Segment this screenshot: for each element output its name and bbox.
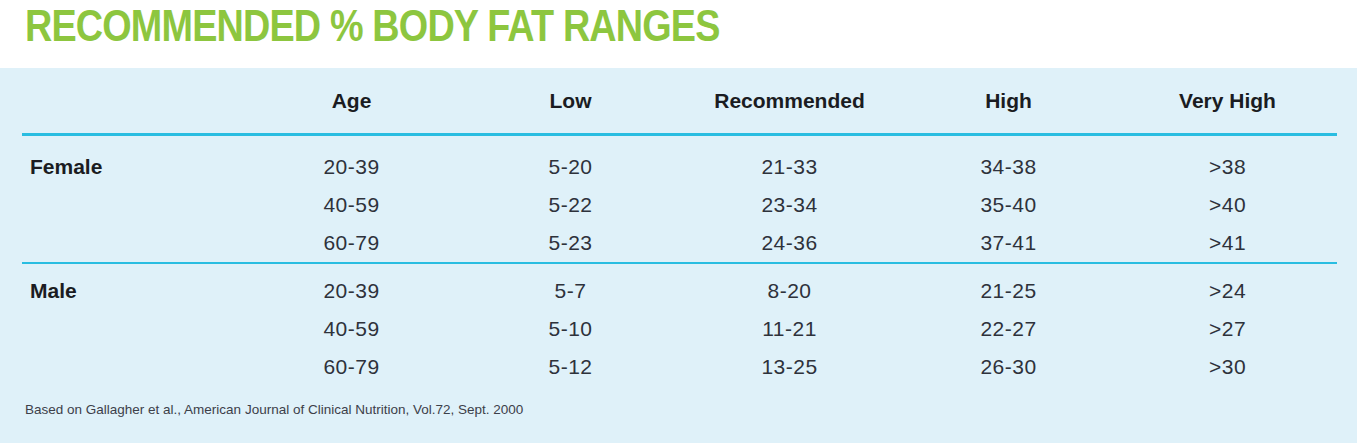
cell-recommended: 13-25	[680, 355, 899, 379]
cell-recommended: 11-21	[680, 317, 899, 341]
cell-low: 5-20	[461, 155, 680, 179]
page: RECOMMENDED % BODY FAT RANGES Age Low Re…	[0, 0, 1357, 443]
table-row: Male 20-39 5-7 8-20 21-25 >24	[22, 272, 1337, 310]
cell-low: 5-10	[461, 317, 680, 341]
table-row: 40-59 5-10 11-21 22-27 >27	[22, 310, 1337, 348]
table-row: 60-79 5-23 24-36 37-41 >41	[22, 224, 1337, 262]
cell-low: 5-12	[461, 355, 680, 379]
cell-very-high: >30	[1118, 355, 1337, 379]
source-note: Based on Gallagher et al., American Jour…	[25, 402, 1357, 417]
cell-high: 35-40	[899, 193, 1118, 217]
group-label-male: Male	[22, 279, 242, 303]
cell-high: 34-38	[899, 155, 1118, 179]
cell-high: 22-27	[899, 317, 1118, 341]
cell-age: 60-79	[242, 231, 461, 255]
table-row: 60-79 5-12 13-25 26-30 >30	[22, 348, 1337, 386]
cell-very-high: >41	[1118, 231, 1337, 255]
column-header-recommended: Recommended	[680, 89, 899, 113]
cell-recommended: 24-36	[680, 231, 899, 255]
group-label-female: Female	[22, 155, 242, 179]
cell-high: 26-30	[899, 355, 1118, 379]
female-section: Female 20-39 5-20 21-33 34-38 >38 40-59 …	[22, 133, 1337, 262]
cell-age: 40-59	[242, 193, 461, 217]
table-header-row: Age Low Recommended High Very High	[22, 68, 1337, 133]
page-title: RECOMMENDED % BODY FAT RANGES	[25, 5, 720, 47]
male-section: Male 20-39 5-7 8-20 21-25 >24 40-59 5-10…	[22, 262, 1337, 386]
cell-high: 21-25	[899, 279, 1118, 303]
table-row: 40-59 5-22 23-34 35-40 >40	[22, 186, 1337, 224]
cell-low: 5-7	[461, 279, 680, 303]
column-header-age: Age	[242, 89, 461, 113]
column-header-high: High	[899, 89, 1118, 113]
cell-recommended: 21-33	[680, 155, 899, 179]
cell-high: 37-41	[899, 231, 1118, 255]
cell-age: 20-39	[242, 279, 461, 303]
cell-age: 60-79	[242, 355, 461, 379]
cell-low: 5-22	[461, 193, 680, 217]
cell-very-high: >27	[1118, 317, 1337, 341]
body-fat-table-panel: Age Low Recommended High Very High Femal…	[0, 68, 1357, 443]
cell-very-high: >40	[1118, 193, 1337, 217]
column-header-very-high: Very High	[1118, 89, 1337, 113]
column-header-low: Low	[461, 89, 680, 113]
cell-very-high: >24	[1118, 279, 1337, 303]
table-row: Female 20-39 5-20 21-33 34-38 >38	[22, 148, 1337, 186]
cell-recommended: 23-34	[680, 193, 899, 217]
cell-very-high: >38	[1118, 155, 1337, 179]
cell-recommended: 8-20	[680, 279, 899, 303]
cell-low: 5-23	[461, 231, 680, 255]
cell-age: 40-59	[242, 317, 461, 341]
cell-age: 20-39	[242, 155, 461, 179]
